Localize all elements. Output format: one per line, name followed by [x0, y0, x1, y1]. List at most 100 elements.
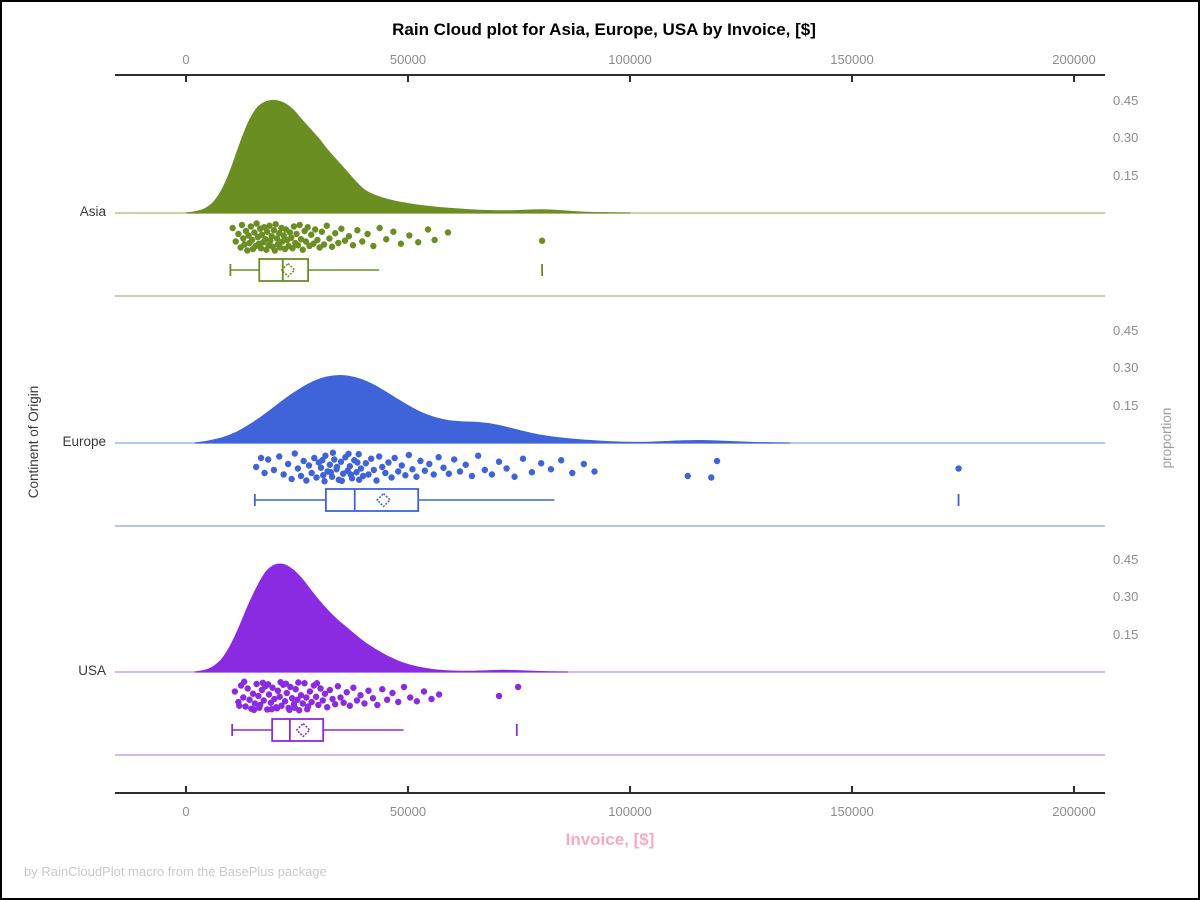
jitter-dot-usa	[379, 686, 386, 693]
proportion-tick-label: 0.45	[1113, 551, 1139, 567]
jitter-dot-asia	[326, 235, 333, 242]
jitter-dot-asia	[251, 229, 258, 236]
jitter-dot-usa	[326, 686, 334, 694]
jitter-dot-europe	[303, 477, 310, 484]
jitter-dot-usa	[276, 693, 283, 700]
jitter-dot-usa	[260, 697, 267, 704]
jitter-dot-europe	[684, 472, 691, 480]
jitter-dot-asia	[397, 240, 405, 247]
jitter-dot-asia	[345, 233, 353, 240]
chart-title: Rain Cloud plot for Asia, Europe, USA by…	[392, 20, 816, 39]
jitter-dot-asia	[271, 247, 278, 254]
jitter-dot-usa	[255, 692, 262, 700]
jitter-dot-asia	[359, 238, 366, 245]
jitter-dot-usa	[304, 703, 312, 710]
jitter-dot-europe	[445, 470, 453, 477]
jitter-dot-usa	[265, 691, 273, 698]
jitter-dot-europe	[326, 461, 334, 468]
jitter-dot-asia	[364, 230, 371, 238]
jitter-dot-europe	[355, 476, 363, 483]
jitter-dot-europe	[365, 471, 372, 478]
jitter-dot-europe	[417, 457, 424, 465]
jitter-dot-europe	[367, 455, 375, 462]
jitter-dot-asia	[370, 242, 377, 250]
jitter-dot-asia	[308, 231, 315, 238]
jitter-dot-asia	[431, 236, 438, 244]
jitter-dot-usa	[395, 698, 402, 706]
jitter-dot-europe	[395, 468, 402, 475]
jitter-dot-usa	[357, 692, 364, 699]
jitter-dot-asia	[245, 232, 252, 239]
jitter-dot-europe	[708, 474, 715, 481]
jitter-dot-europe	[591, 468, 598, 475]
jitter-dot-usa	[317, 685, 324, 692]
jitter-dot-asia	[323, 222, 330, 229]
jitter-dot-asia	[276, 244, 284, 251]
jitter-dot-asia	[297, 236, 305, 243]
jitter-dot-europe	[409, 466, 416, 473]
jitter-dot-europe	[276, 453, 283, 460]
jitter-dot-europe	[294, 465, 302, 472]
jitter-dot-usa	[334, 683, 342, 690]
jitter-dot-asia	[314, 236, 321, 244]
jitter-dot-europe	[450, 456, 458, 463]
jitter-dot-usa	[296, 707, 303, 714]
jitter-dot-usa	[340, 699, 347, 706]
jitter-dot-asia	[312, 226, 319, 233]
jitter-dot-usa	[294, 696, 301, 703]
jitter-dot-europe	[280, 471, 287, 478]
jitter-dot-asia	[302, 238, 310, 245]
jitter-dot-europe	[338, 477, 346, 484]
jitter-dot-europe	[291, 450, 298, 457]
jitter-dot-europe	[284, 460, 292, 468]
x-tick-label-top: 150000	[830, 52, 874, 67]
jitter-dot-asia	[240, 235, 247, 242]
jitter-dot-europe	[329, 449, 337, 456]
jitter-dot-asia	[338, 225, 345, 232]
jitter-dot-usa	[389, 689, 396, 697]
jitter-dot-europe	[382, 469, 389, 477]
jitter-dot-usa	[400, 683, 408, 691]
jitter-dot-europe	[359, 472, 367, 480]
jitter-dot-usa	[297, 692, 305, 699]
jitter-dot-europe	[252, 463, 260, 471]
jitter-dot-europe	[261, 469, 268, 477]
jitter-dot-europe	[319, 457, 326, 464]
jitter-dot-asia	[294, 242, 302, 249]
x-tick-label-bottom: 50000	[389, 804, 427, 819]
jitter-dot-asia	[272, 221, 279, 228]
mean-diamond-europe	[376, 492, 392, 508]
jitter-dot-asia	[424, 226, 432, 233]
jitter-dot-europe	[379, 463, 386, 471]
jitter-dot-asia	[328, 243, 336, 250]
proportion-tick-label: 0.30	[1113, 589, 1139, 604]
jitter-dot-usa	[321, 690, 329, 697]
jitter-dot-europe	[328, 473, 336, 480]
jitter-dot-asia	[406, 232, 413, 239]
jitter-dot-usa	[514, 683, 522, 691]
jitter-dot-usa	[428, 695, 435, 703]
jitter-dot-europe	[426, 460, 433, 468]
jitter-dot-asia	[299, 246, 306, 253]
jitter-dot-europe	[538, 460, 545, 467]
jitter-dot-asia	[304, 224, 311, 231]
jitter-dot-asia	[310, 240, 317, 247]
jitter-dot-asia	[244, 247, 251, 254]
jitter-dot-europe	[257, 454, 265, 462]
jitter-dot-asia	[258, 231, 266, 238]
jitter-dot-asia	[296, 221, 303, 229]
mean-diamond-usa	[295, 722, 311, 738]
jitter-dot-europe	[713, 457, 721, 465]
jitter-dot-europe	[456, 468, 464, 475]
jitter-dot-europe	[373, 477, 380, 484]
jitter-dot-asia	[229, 224, 236, 232]
proportion-tick-label: 0.45	[1113, 92, 1139, 108]
jitter-dot-asia	[235, 230, 242, 238]
jitter-dot-europe	[398, 462, 405, 469]
jitter-dot-usa	[331, 701, 339, 708]
proportion-tick-label: 0.30	[1113, 130, 1139, 145]
jitter-dot-europe	[440, 464, 447, 471]
jitter-dot-europe	[264, 456, 272, 463]
jitter-dot-asia	[260, 224, 268, 231]
